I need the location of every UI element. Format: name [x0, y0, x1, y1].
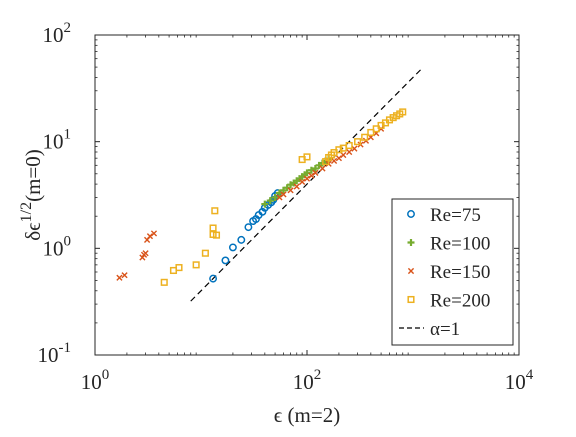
data-point	[237, 235, 246, 244]
y-tick-label: 102	[43, 20, 72, 47]
data-point	[150, 230, 158, 237]
legend-label: α=1	[430, 319, 460, 340]
legend-entry: Re=100	[407, 234, 490, 255]
legend-entry: Re=150	[407, 262, 490, 283]
data-point	[116, 274, 123, 281]
data-point	[303, 175, 311, 182]
legend-label: Re=200	[430, 291, 490, 312]
legend-entry: α=1	[399, 319, 460, 340]
data-point	[280, 191, 287, 198]
data-point	[201, 249, 209, 257]
data-point	[399, 108, 407, 116]
data-point	[345, 141, 353, 150]
data-point	[346, 148, 353, 156]
data-point	[271, 193, 279, 201]
data-point	[209, 224, 217, 232]
data-point	[312, 169, 319, 176]
legend-label: Re=75	[430, 205, 481, 226]
data-point	[335, 146, 343, 154]
data-point	[121, 272, 128, 279]
series-re-200	[160, 108, 407, 286]
data-point	[299, 178, 306, 185]
data-point	[330, 157, 338, 165]
x-axis-label: ϵ (m=2)	[274, 403, 340, 427]
legend-label: Re=100	[430, 234, 490, 255]
data-point	[293, 183, 300, 190]
data-point	[276, 194, 283, 201]
legend-marker	[407, 239, 415, 246]
data-point	[311, 165, 319, 173]
data-point	[212, 231, 221, 239]
data-point	[303, 153, 311, 161]
y-axis-label-tail: (m=0)	[21, 149, 45, 202]
legend-marker	[407, 295, 415, 304]
y-tick-label: 101	[43, 127, 72, 154]
data-point	[354, 138, 362, 146]
y-axis-label-exponent: 1/2	[18, 202, 35, 222]
data-point	[146, 233, 154, 240]
data-point	[192, 261, 200, 269]
data-point	[142, 250, 149, 257]
legend-label: Re=150	[430, 262, 490, 283]
legend-marker	[407, 267, 415, 275]
data-point	[211, 207, 219, 215]
data-points	[116, 108, 407, 286]
y-tick-label: 100	[43, 233, 72, 260]
data-point	[261, 200, 269, 208]
data-point	[287, 187, 294, 194]
data-point	[319, 165, 326, 172]
y-axis-label: δϵ1/2(m=0)	[18, 149, 45, 241]
legend-entry: Re=200	[407, 291, 490, 312]
data-point	[308, 172, 315, 179]
data-point	[221, 256, 230, 265]
data-point	[209, 274, 218, 283]
data-point	[244, 223, 253, 232]
legend: Re=75 Re=100 Re=150 Re=200 α=1	[391, 198, 514, 346]
axis-ticks: 100 102 104 10-1 100 101 102	[38, 20, 534, 394]
legend-entry: Re=75	[407, 205, 481, 226]
data-point	[361, 133, 369, 141]
data-point	[160, 278, 168, 286]
x-tick-label: 104	[505, 367, 534, 394]
legend-entries: Re=75 Re=100 Re=150 Re=200 α=1	[399, 205, 490, 340]
reference-line-layer	[190, 68, 422, 302]
data-point	[335, 155, 343, 162]
x-tick-label: 102	[293, 367, 322, 394]
data-point	[367, 128, 375, 137]
data-point	[258, 207, 267, 216]
y-axis-label-main: δϵ	[21, 222, 45, 241]
data-point	[228, 243, 237, 252]
y-tick-label: 10-1	[38, 340, 72, 367]
x-tick-label: 100	[81, 367, 110, 394]
legend-marker	[407, 210, 415, 218]
data-point	[266, 197, 274, 205]
data-point	[279, 186, 287, 194]
data-point	[175, 264, 183, 272]
reference-line	[190, 68, 422, 302]
